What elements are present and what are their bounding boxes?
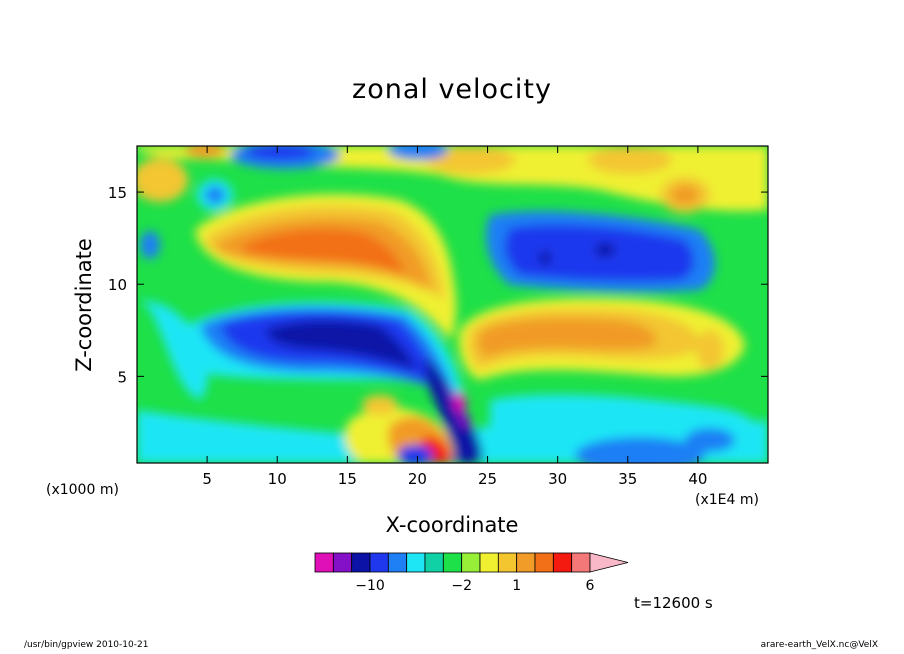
colorbar-segment: [571, 552, 591, 573]
colorbar-tick-label: 1: [512, 578, 521, 594]
x-axis-unit: (x1E4 m): [695, 492, 759, 508]
colorbar-tick-label: −10: [355, 578, 385, 594]
colorbar-segment: [351, 552, 371, 573]
colorbar-segment: [406, 552, 426, 573]
colorbar: −10 −2 1 6: [314, 552, 629, 594]
y-tick-label: 10: [108, 276, 127, 294]
colorbar-segment: [552, 552, 573, 573]
y-tick-label: 15: [108, 184, 127, 202]
x-tick-label: 40: [688, 470, 707, 488]
colorbar-segment: [369, 552, 389, 573]
y-tick-label: 5: [117, 368, 127, 386]
x-tick-label: 20: [408, 470, 427, 488]
x-axis-label: X-coordinate: [385, 513, 519, 537]
chart-title: zonal velocity: [352, 74, 552, 105]
x-tick-label: 5: [202, 470, 212, 488]
y-axis-ticks: 5 10 15: [108, 184, 768, 386]
colorbar-segment: [314, 552, 334, 573]
colorbar-segment: [387, 552, 408, 573]
colorbar-segment: [332, 552, 353, 573]
x-tick-label: 15: [338, 470, 357, 488]
colorbar-segment: [424, 552, 444, 573]
colorbar-segment: [516, 552, 536, 573]
x-tick-label: 25: [478, 470, 497, 488]
colorbar-segment: [534, 552, 554, 573]
colorbar-segment: [497, 552, 518, 573]
colorbar-tick-label: 6: [586, 578, 595, 594]
x-tick-label: 30: [548, 470, 567, 488]
colorbar-segment: [479, 552, 499, 573]
colorbar-segment: [461, 552, 481, 573]
x-tick-label: 35: [618, 470, 637, 488]
colorbar-tick-label: −2: [451, 578, 472, 594]
colorbar-segment: [442, 552, 463, 573]
time-label: t=12600 s: [634, 594, 713, 612]
footer-left: /usr/bin/gpview 2010-10-21: [24, 640, 149, 650]
colorbar-arrow: [589, 552, 629, 573]
x-axis-ticks: 5 10 15 20 25 30 35 40: [202, 146, 707, 488]
y-axis-unit: (x1000 m): [46, 482, 119, 498]
footer-right: arare-earth_VelX.nc@VelX: [760, 640, 878, 650]
x-tick-label: 10: [268, 470, 287, 488]
velocity-field: [137, 146, 768, 463]
